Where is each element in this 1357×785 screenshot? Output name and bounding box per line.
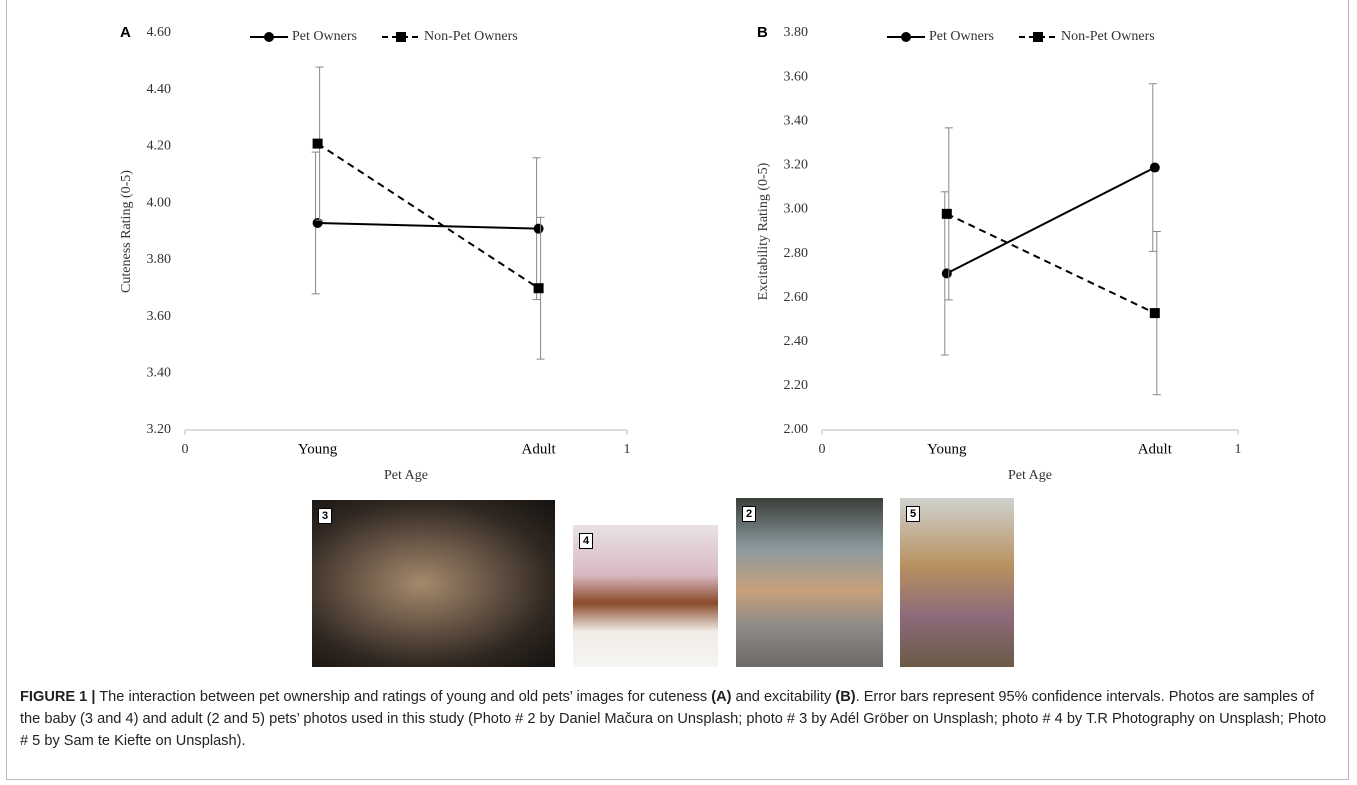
category-label: Young [298, 441, 338, 457]
photo-label: 5 [906, 506, 920, 522]
panel-label: A [120, 24, 131, 41]
photo: 2 [736, 498, 883, 667]
y-tick-label: 4.20 [147, 139, 172, 154]
y-tick-label: 4.00 [147, 195, 172, 210]
caption: FIGURE 1 | The interaction between pet o… [20, 686, 1335, 752]
y-tick-label: 4.40 [147, 82, 172, 97]
legend-marker [396, 32, 406, 42]
photo-label: 4 [579, 533, 593, 549]
x-axis-title: Pet Age [384, 468, 428, 483]
y-axis-title: Excitability Rating (0-5) [756, 162, 771, 300]
series-line [318, 223, 539, 229]
y-tick-label: 2.80 [784, 246, 809, 261]
charts: A 3.20 3.40 3.60 3.80 4.00 4.20 4.40 4.60 0 1 Young… [0, 0, 1357, 490]
y-tick-label: 2.20 [784, 378, 809, 393]
legend-label: Non-Pet Owners [1061, 29, 1155, 44]
legend-marker [901, 32, 911, 42]
y-tick-label: 2.00 [784, 422, 809, 437]
y-tick-label: 3.60 [784, 69, 809, 84]
y-tick-label: 3.40 [784, 113, 809, 128]
photo: 4 [573, 525, 718, 667]
x-tick-label: 1 [624, 442, 631, 457]
series-line [318, 144, 539, 289]
data-point [1150, 308, 1160, 318]
y-tick-label: 3.00 [784, 202, 809, 217]
photo-label: 2 [742, 506, 756, 522]
series-line [947, 168, 1155, 274]
legend-label: Non-Pet Owners [424, 29, 518, 44]
caption-text: (B) [835, 689, 855, 705]
data-point [534, 283, 544, 293]
panel-label: B [757, 24, 768, 41]
y-tick-label: 3.20 [784, 158, 809, 173]
y-tick-label: 3.80 [147, 252, 172, 267]
caption-label: FIGURE 1 | [20, 689, 95, 705]
y-axis-title: Cuteness Rating (0-5) [119, 170, 134, 293]
y-tick-label: 2.40 [784, 334, 809, 349]
y-tick-label: 3.40 [147, 366, 172, 381]
y-tick-label: 2.60 [784, 290, 809, 305]
y-tick-label: 3.60 [147, 309, 172, 324]
caption-text: The interaction between pet ownership an… [95, 689, 711, 705]
category-label: Adult [1138, 441, 1173, 457]
x-tick-label: 1 [1235, 442, 1242, 457]
photo: 5 [900, 498, 1014, 667]
x-axis-title: Pet Age [1008, 468, 1052, 483]
category-label: Young [927, 441, 967, 457]
photo-label: 3 [318, 508, 332, 524]
data-point [313, 139, 323, 149]
category-label: Adult [522, 441, 557, 457]
page: A 3.20 3.40 3.60 3.80 4.00 4.20 4.40 4.60 0 1 Young… [0, 0, 1357, 785]
legend-marker [1033, 32, 1043, 42]
data-point [942, 268, 952, 278]
x-tick-label: 0 [182, 442, 189, 457]
y-tick-label: 3.20 [147, 422, 172, 437]
legend-label: Pet Owners [929, 29, 994, 44]
legend-marker [264, 32, 274, 42]
caption-text: (A) [711, 689, 731, 705]
data-point [942, 209, 952, 219]
legend-label: Pet Owners [292, 29, 357, 44]
data-point [313, 218, 323, 228]
data-point [534, 224, 544, 234]
caption-text: and excitability [731, 689, 835, 705]
series-line [947, 214, 1155, 313]
x-tick-label: 0 [819, 442, 826, 457]
data-point [1150, 163, 1160, 173]
photo: 3 [312, 500, 555, 667]
y-tick-label: 3.80 [784, 25, 809, 40]
y-tick-label: 4.60 [147, 25, 172, 40]
